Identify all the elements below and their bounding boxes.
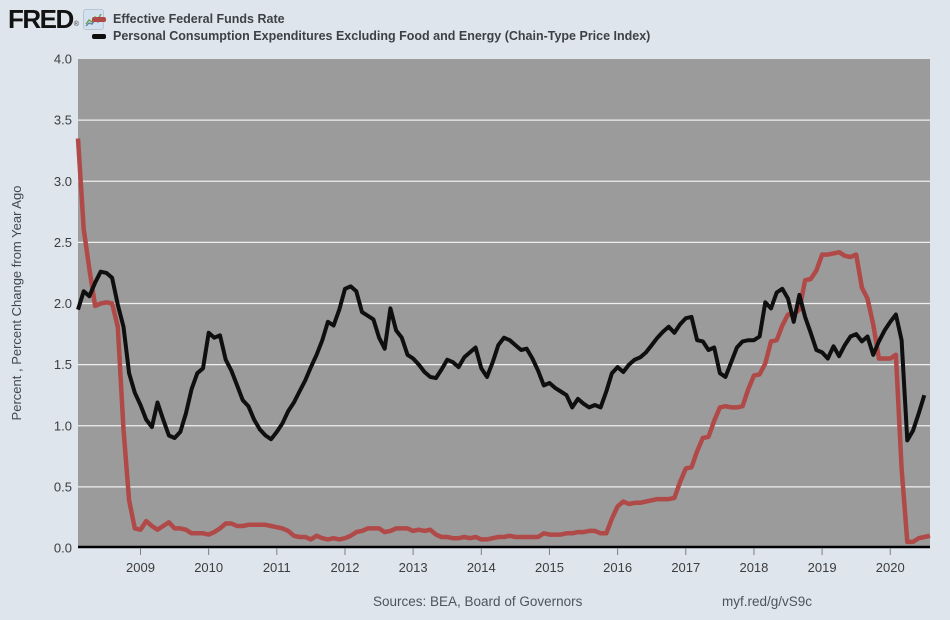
legend-label-ffr: Effective Federal Funds Rate [113,12,285,26]
chart-legend: Effective Federal Funds Rate Personal Co… [92,11,650,45]
y-tick-label: 3.0 [54,174,72,189]
chart-footer: Sources: BEA, Board of Governors myf.red… [0,594,950,614]
series-line-ffr [75,138,931,545]
x-tick-label: 2015 [535,560,564,575]
series-line-pce [76,269,927,443]
y-tick-label: 2.0 [54,296,72,311]
x-tick-label: 2013 [399,560,428,575]
y-tick-label: 1.5 [54,357,72,372]
y-tick-label: 2.5 [54,235,72,250]
y-axis-title: Percent , Percent Change from Year Ago [9,186,24,421]
legend-item-ffr: Effective Federal Funds Rate [92,11,650,27]
x-tick-label: 2018 [739,560,768,575]
x-tick-label: 2012 [331,560,360,575]
legend-swatch-pce [92,33,106,39]
legend-item-pce: Personal Consumption Expenditures Exclud… [92,28,650,44]
fred-logo[interactable]: FRED ® [8,4,104,34]
y-tick-label: 0.5 [54,479,72,494]
x-tick-label: 2017 [671,560,700,575]
x-tick-label: 2009 [126,560,155,575]
x-tick-label: 2016 [603,560,632,575]
y-tick-label: 4.0 [54,52,72,67]
x-tick-label: 2010 [194,560,223,575]
y-tick-label: 3.5 [54,113,72,128]
fred-logo-text: FRED [8,4,74,34]
y-tick-label: 1.0 [54,418,72,433]
legend-label-pce: Personal Consumption Expenditures Exclud… [113,29,651,43]
short-url-link[interactable]: myf.red/g/vS9c [722,594,813,609]
x-tick-label: 2014 [467,560,496,575]
x-tick-label: 2011 [263,560,291,575]
y-tick-label: 0.0 [54,541,72,556]
legend-swatch-ffr [92,16,106,22]
x-tick-label: 2020 [876,560,905,575]
registered-trademark: ® [73,21,79,28]
x-tick-label: 2019 [808,560,837,575]
chart-header: FRED ® Effective Federal Funds Rate Perso… [0,0,950,52]
sources-note: Sources: BEA, Board of Governors [373,594,583,609]
